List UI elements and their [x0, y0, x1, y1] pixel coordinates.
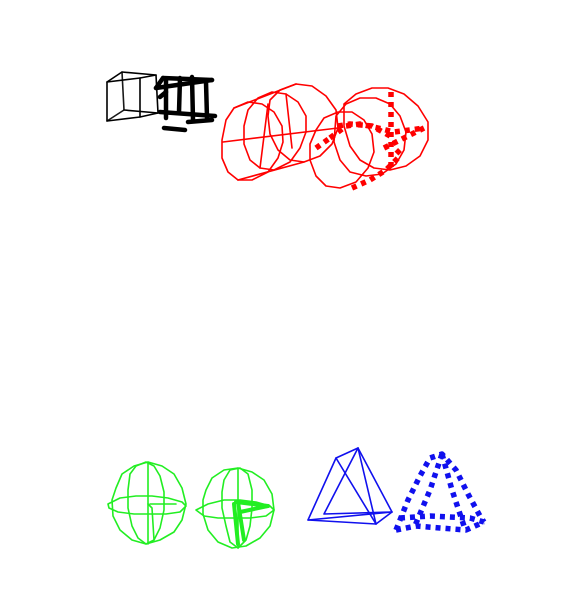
sphere-group [107, 461, 275, 549]
cube-bold [153, 74, 218, 133]
cylinder-dashed [314, 92, 426, 191]
cylinder-outline [309, 87, 429, 189]
pyramid-dashed [393, 451, 487, 533]
pyramid-group [307, 447, 487, 533]
cylinder-group [221, 83, 429, 191]
sphere-left [107, 461, 187, 545]
sphere-right-bold [232, 500, 270, 546]
cylinder-thin [221, 83, 339, 181]
pyramid-thin [307, 447, 393, 525]
cube-group [106, 71, 218, 133]
cube-thin [106, 71, 159, 122]
